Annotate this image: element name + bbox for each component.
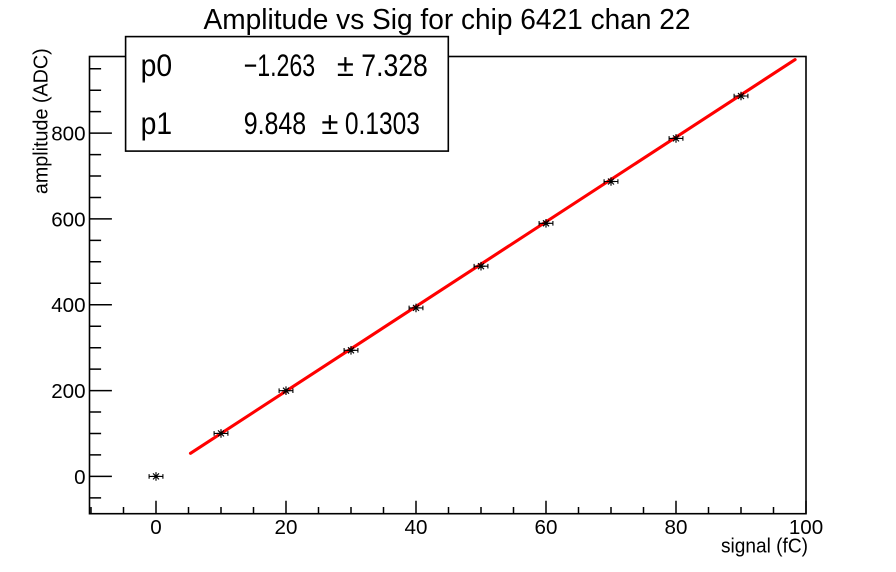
svg-text:400: 400: [51, 294, 85, 317]
svg-text:−1.263: −1.263: [244, 48, 316, 83]
svg-text:100: 100: [789, 516, 823, 539]
svg-text:Amplitude vs Sig for chip 6421: Amplitude vs Sig for chip 6421 chan 22: [204, 4, 691, 36]
svg-text:amplitude (ADC): amplitude (ADC): [31, 48, 53, 194]
svg-text:800: 800: [51, 123, 85, 146]
svg-text:600: 600: [51, 208, 85, 231]
svg-text:60: 60: [535, 516, 558, 539]
svg-text:0: 0: [74, 466, 85, 489]
svg-text:signal (fC): signal (fC): [721, 536, 808, 558]
svg-text:0.1303: 0.1303: [345, 106, 420, 141]
svg-text:0: 0: [150, 516, 161, 539]
svg-text:20: 20: [275, 516, 298, 539]
svg-text:±: ±: [337, 48, 354, 83]
svg-text:±: ±: [321, 106, 338, 141]
svg-text:200: 200: [51, 380, 85, 403]
svg-text:7.328: 7.328: [361, 48, 428, 83]
svg-text:p0: p0: [141, 48, 173, 83]
svg-text:40: 40: [405, 516, 428, 539]
svg-text:9.848: 9.848: [244, 106, 307, 141]
svg-text:p1: p1: [141, 106, 173, 141]
svg-text:80: 80: [665, 516, 688, 539]
